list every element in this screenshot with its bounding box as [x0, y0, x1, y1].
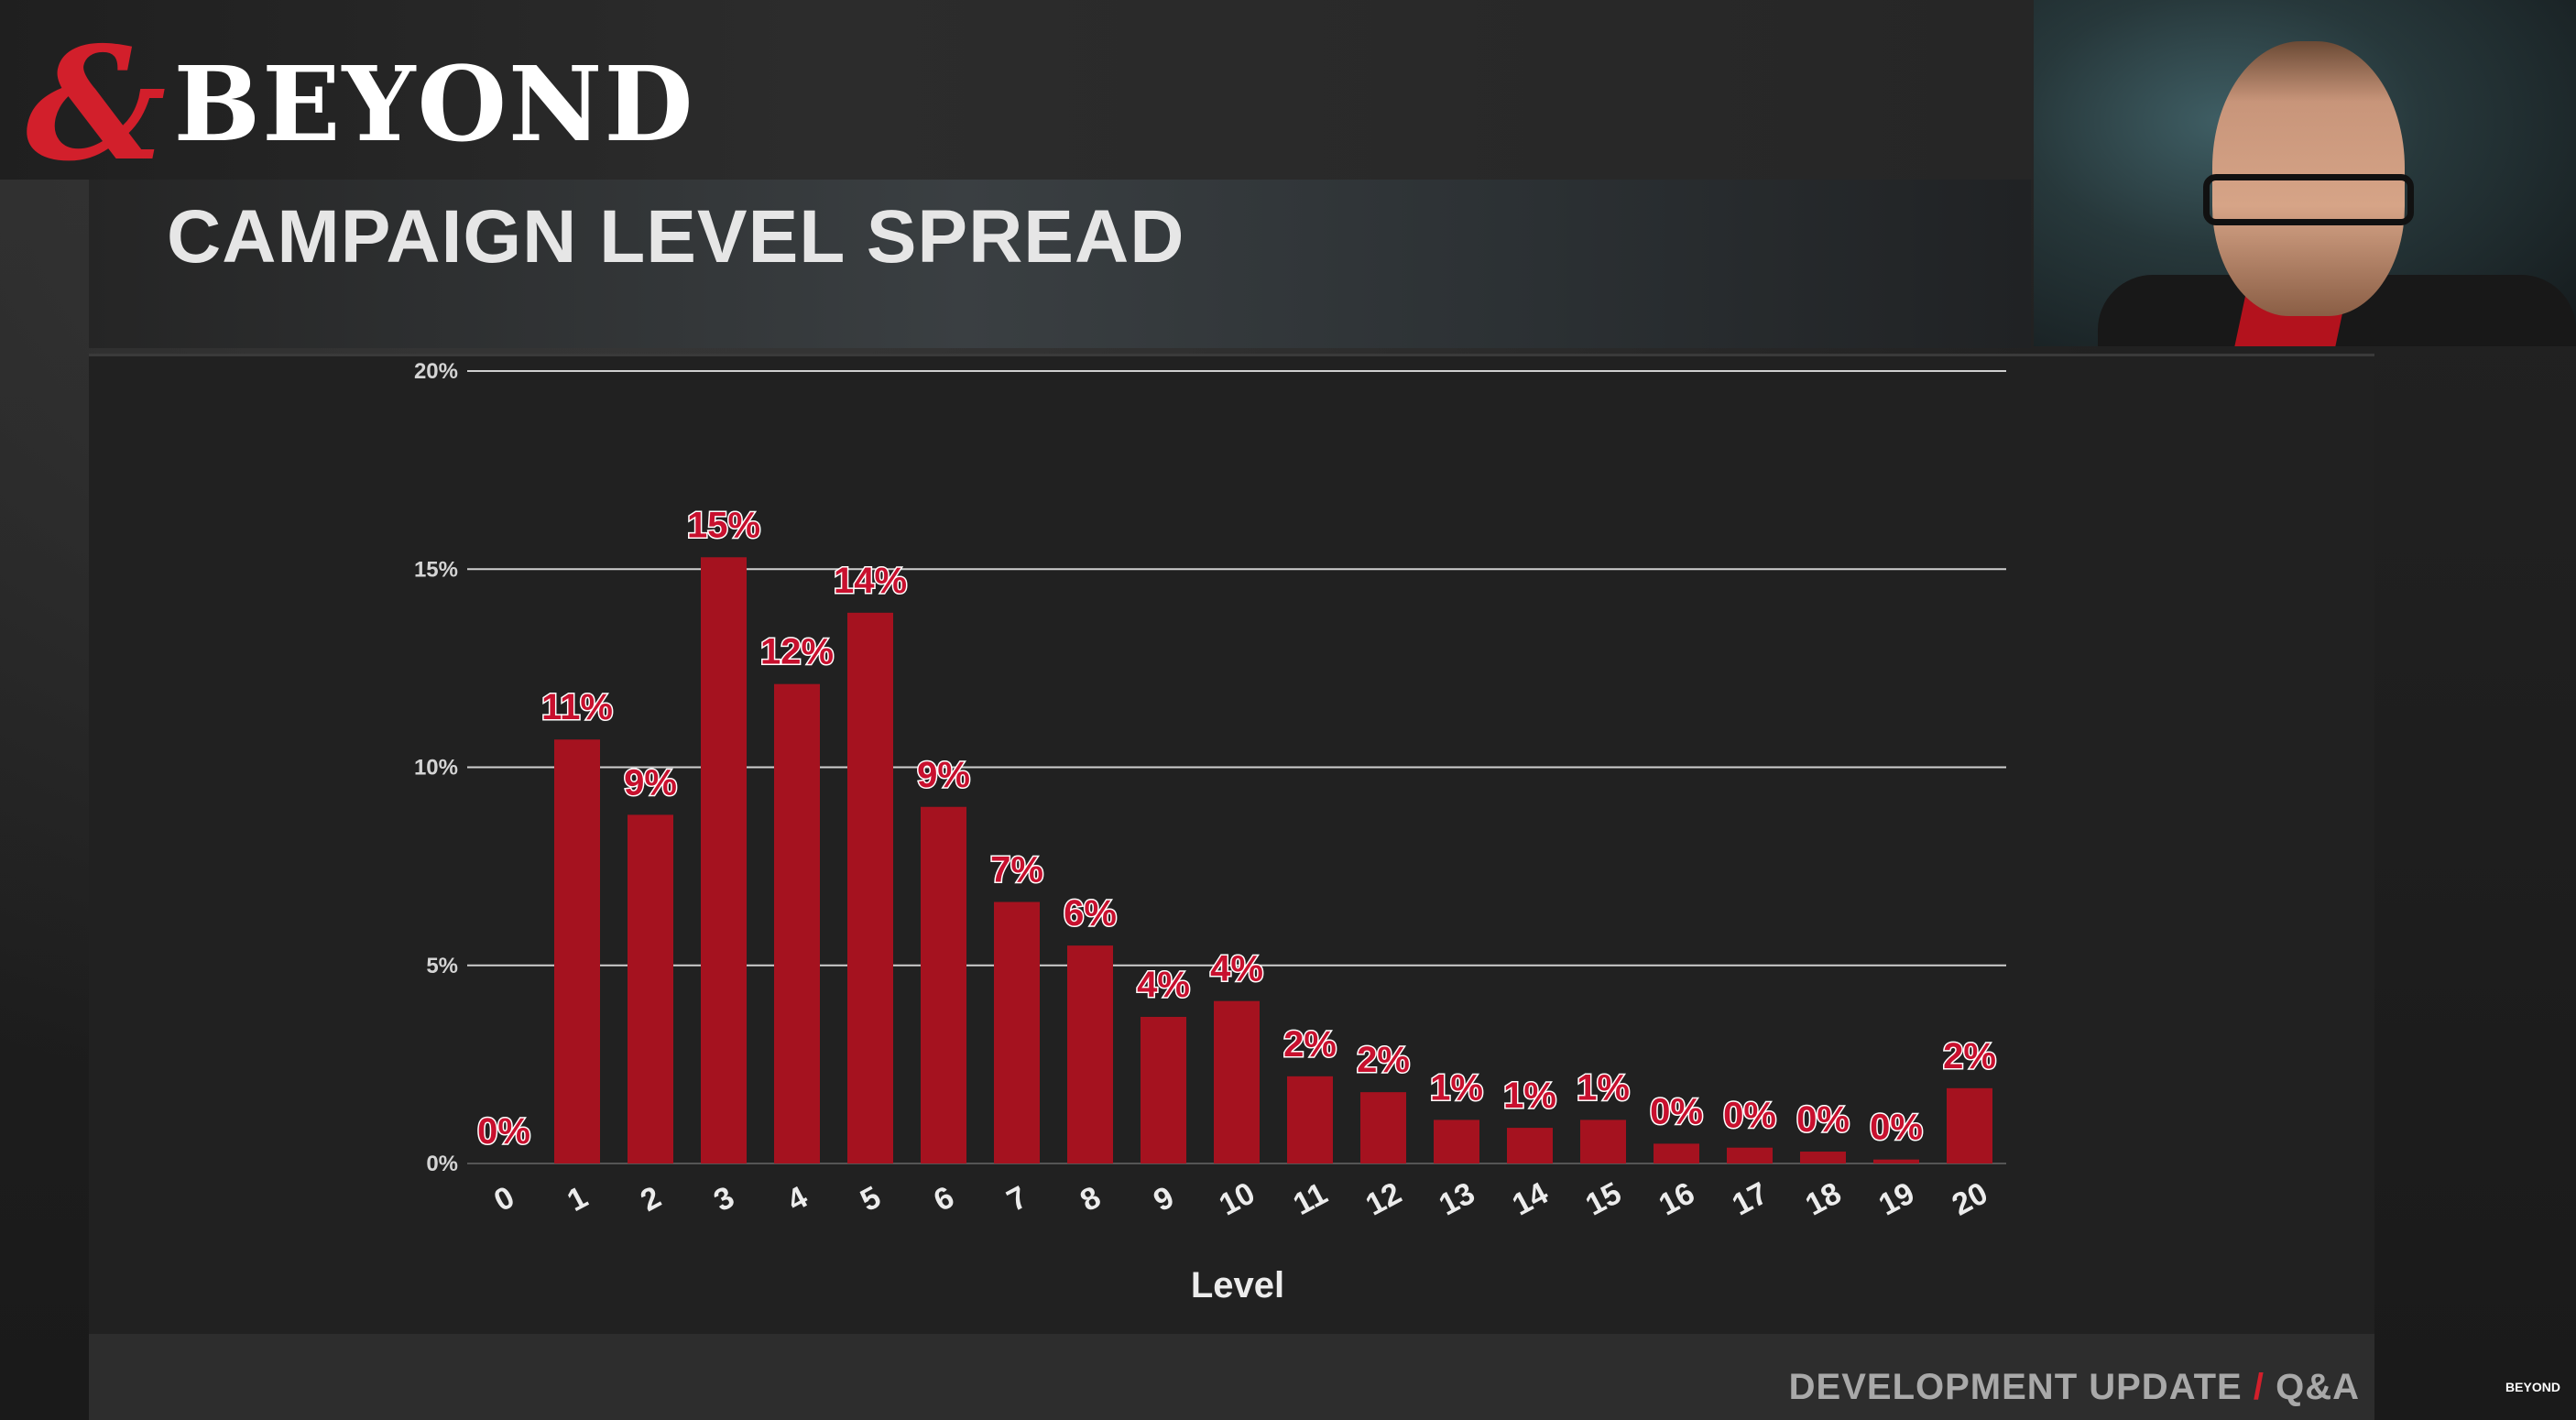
- data-label-level-0: 0%: [477, 1111, 530, 1152]
- y-tick-label: 15%: [414, 557, 458, 582]
- x-tick-label: 4: [781, 1180, 813, 1218]
- data-label-level-20: 2%: [1943, 1036, 1996, 1076]
- bar-level-13: [1434, 1120, 1479, 1163]
- x-tick-label: 1: [562, 1180, 594, 1218]
- x-tick-label: 6: [928, 1180, 960, 1218]
- chart-panel: [89, 354, 2374, 1337]
- bar-level-19: [1873, 1159, 1919, 1163]
- data-label-level-1: 11%: [541, 687, 613, 727]
- bar-level-6: [921, 806, 966, 1163]
- x-axis-label: Level: [1191, 1265, 1284, 1305]
- x-tick-label: 15: [1580, 1175, 1627, 1222]
- x-tick-label: 18: [1800, 1175, 1847, 1222]
- x-tick-label: 19: [1873, 1175, 1920, 1222]
- x-tick-label: 13: [1434, 1175, 1480, 1222]
- footer-caption: DEVELOPMENT UPDATE / Q&A: [1789, 1367, 2360, 1408]
- bar-level-18: [1800, 1152, 1846, 1163]
- title-banner: [89, 180, 2031, 348]
- bar-level-16: [1654, 1143, 1699, 1163]
- x-tick-label: 8: [1075, 1180, 1107, 1218]
- x-tick-label: 14: [1507, 1175, 1554, 1222]
- header-band: [0, 0, 2034, 180]
- chart-bars: [554, 557, 1992, 1163]
- footer-separator: /: [2253, 1367, 2265, 1407]
- presenter-webcam: [2034, 0, 2576, 346]
- data-label-level-9: 4%: [1137, 965, 1190, 1005]
- data-label-level-6: 9%: [917, 755, 970, 795]
- bar-level-7: [994, 901, 1040, 1163]
- footer-band: [89, 1334, 2374, 1420]
- data-label-level-12: 2%: [1357, 1040, 1410, 1080]
- bar-level-9: [1141, 1016, 1186, 1163]
- footer-right-text: Q&A: [2276, 1367, 2360, 1407]
- y-tick-label: 0%: [426, 1152, 458, 1176]
- bar-level-10: [1214, 1000, 1260, 1163]
- bar-level-4: [774, 683, 820, 1163]
- y-tick-label: 5%: [426, 954, 458, 978]
- data-label-level-18: 0%: [1796, 1099, 1850, 1140]
- presenter-glasses: [2203, 174, 2414, 225]
- x-tick-label: 0: [488, 1180, 520, 1218]
- data-label-level-13: 1%: [1430, 1067, 1483, 1108]
- dndbeyond-logo: & BEYOND: [26, 27, 695, 182]
- data-label-level-16: 0%: [1650, 1091, 1703, 1131]
- x-tick-label: 2: [635, 1180, 667, 1218]
- x-tick-label: 12: [1360, 1175, 1407, 1222]
- bar-level-15: [1580, 1120, 1626, 1163]
- data-label-level-8: 6%: [1064, 893, 1117, 934]
- x-axis: 0 1 2 3 4 5 6 7 8 9 10 11 12 13 14 15 16 17 18 19 20: [488, 1175, 1993, 1222]
- corner-logo: BEYOND: [2505, 1380, 2560, 1394]
- bar-level-11: [1287, 1076, 1333, 1163]
- logo-wordmark: BEYOND: [173, 44, 695, 165]
- x-tick-label: 10: [1214, 1175, 1261, 1222]
- data-label-level-19: 0%: [1870, 1108, 1923, 1148]
- y-tick-label: 20%: [414, 359, 458, 384]
- x-tick-label: 5: [855, 1180, 887, 1218]
- y-axis: 0% 5% 10% 15% 20%: [414, 359, 458, 1176]
- bar-level-1: [554, 739, 600, 1163]
- data-label-level-10: 4%: [1210, 949, 1263, 989]
- data-label-level-2: 9%: [624, 762, 677, 803]
- x-tick-label: 20: [1947, 1175, 1993, 1222]
- bar-level-2: [628, 814, 673, 1163]
- data-label-level-5: 14%: [834, 561, 907, 601]
- ampersand-dragon-icon: &: [26, 13, 167, 196]
- x-tick-label: 7: [1001, 1180, 1033, 1218]
- bar-level-5: [847, 612, 893, 1163]
- bar-level-3: [701, 557, 747, 1163]
- data-label-level-7: 7%: [990, 850, 1043, 890]
- slide-title: CAMPAIGN LEVEL SPREAD: [167, 195, 1185, 279]
- data-label-level-14: 1%: [1503, 1076, 1556, 1116]
- x-tick-label: 16: [1654, 1175, 1700, 1222]
- data-label-level-11: 2%: [1283, 1024, 1337, 1065]
- data-label-level-15: 1%: [1577, 1067, 1630, 1108]
- y-tick-label: 10%: [414, 756, 458, 781]
- footer-left-text: DEVELOPMENT UPDATE: [1788, 1367, 2243, 1407]
- x-tick-label: 11: [1288, 1176, 1334, 1222]
- x-tick-label: 9: [1148, 1180, 1180, 1218]
- x-tick-label: 3: [708, 1180, 740, 1218]
- data-label-level-4: 12%: [760, 632, 834, 672]
- data-labels: 0% 11% 9% 15% 12%14% 9% 7% 6% 4% 4% 2% 2% 1% 1% 1% 0% 0%…: [476, 504, 1998, 1153]
- bar-level-20: [1947, 1087, 1992, 1163]
- data-label-level-17: 0%: [1723, 1096, 1776, 1136]
- bar-level-17: [1727, 1147, 1773, 1163]
- data-label-level-3: 15%: [687, 505, 760, 545]
- x-tick-label: 17: [1727, 1175, 1774, 1222]
- bar-level-8: [1067, 945, 1113, 1163]
- bar-level-12: [1360, 1092, 1406, 1163]
- bar-level-14: [1507, 1128, 1553, 1163]
